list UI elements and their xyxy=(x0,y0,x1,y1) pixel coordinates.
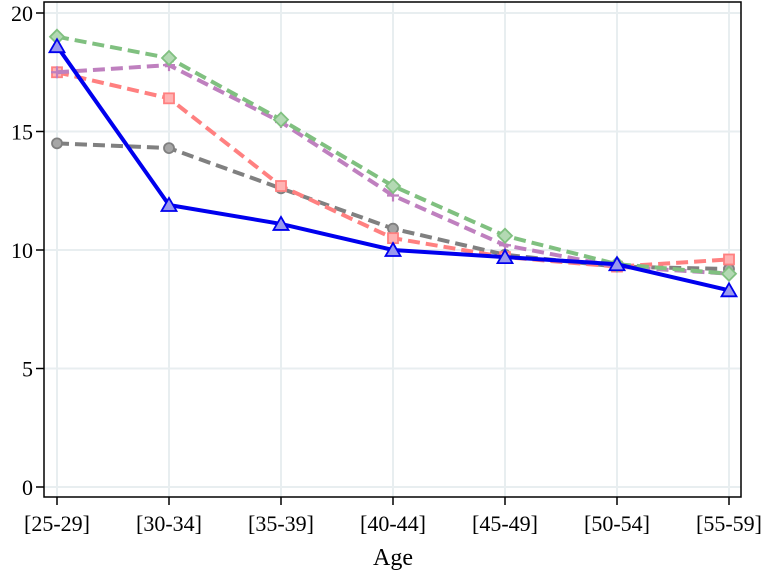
series-marker xyxy=(51,137,63,150)
series-marker xyxy=(607,255,627,272)
series-marker xyxy=(275,180,287,192)
series-marker xyxy=(160,49,178,67)
series-marker xyxy=(159,196,179,212)
x-tick-label: [35-39] xyxy=(248,511,314,536)
x-tick-label: [25-29] xyxy=(24,511,90,536)
series-marker xyxy=(719,281,739,298)
x-axis-title: Age xyxy=(373,545,413,571)
series-5 xyxy=(47,37,739,298)
x-tick-label: [30-34] xyxy=(136,511,202,536)
x-tick-label: [50-54] xyxy=(584,511,650,536)
y-tick-label: 10 xyxy=(11,238,33,263)
x-tick-label: [45-49] xyxy=(472,511,538,536)
y-tick-label: 20 xyxy=(11,1,33,26)
y-tick-label: 5 xyxy=(22,357,33,382)
series-marker xyxy=(163,142,175,154)
series-marker xyxy=(272,111,290,128)
series-marker xyxy=(163,92,175,105)
series-marker xyxy=(495,248,515,265)
x-tick-label: [40-44] xyxy=(360,511,426,536)
series-marker xyxy=(271,215,291,231)
series-marker xyxy=(47,37,67,54)
series-marker xyxy=(387,222,399,235)
axes: [25-29] [30-34] [35-39] [40-44] [45-49] [50-5… xyxy=(11,1,762,536)
series-layer xyxy=(47,28,739,298)
y-tick-label: 0 xyxy=(22,475,33,500)
series-4 xyxy=(48,28,738,282)
series-marker xyxy=(720,265,738,282)
series-marker xyxy=(384,177,402,195)
series-marker xyxy=(496,227,514,245)
y-tick-label: 15 xyxy=(11,120,33,145)
series-marker xyxy=(383,241,403,257)
x-tick-label: [55-59] xyxy=(696,511,762,536)
series-marker xyxy=(51,66,63,79)
series-marker xyxy=(723,253,735,266)
